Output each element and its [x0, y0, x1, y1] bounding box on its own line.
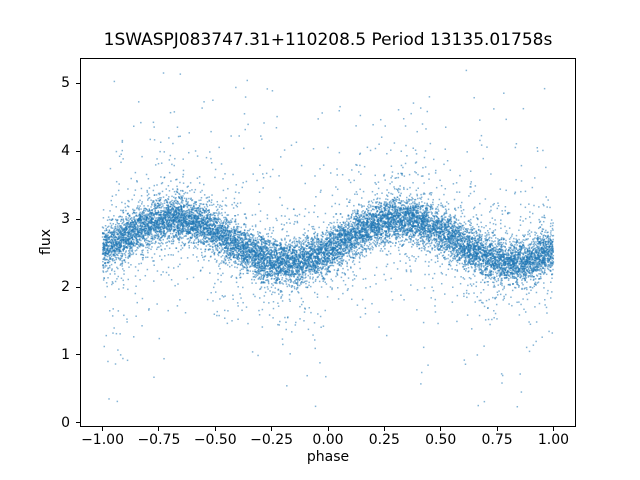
x-tick-label: −0.50: [193, 432, 237, 448]
x-tick: [440, 427, 442, 431]
x-tick: [327, 427, 329, 431]
y-tick-label: 2: [61, 279, 70, 295]
y-tick-label: 5: [61, 75, 70, 92]
x-tick-label: 0.00: [312, 432, 344, 448]
scatter-points: [81, 59, 575, 426]
x-axis-label: phase: [306, 449, 350, 465]
x-tick-label: −1.00: [81, 432, 124, 448]
x-tick-label: −0.75: [137, 432, 181, 448]
y-tick-label: 0: [61, 414, 70, 431]
chart-title: 1SWASPJ083747.31+110208.5 Period 13135.0…: [103, 30, 553, 50]
y-tick-label: 1: [61, 346, 70, 363]
x-tick: [102, 427, 104, 431]
y-tick: [76, 218, 80, 220]
y-axis-label: flux: [38, 229, 54, 255]
x-tick-label: 0.25: [368, 432, 400, 448]
x-tick: [383, 427, 385, 431]
x-tick: [158, 427, 160, 431]
x-tick-label: 1.00: [537, 432, 570, 448]
x-tick-label: 0.75: [481, 432, 513, 448]
y-tick: [76, 286, 80, 288]
x-tick: [552, 427, 554, 431]
y-tick: [76, 82, 80, 84]
y-tick: [76, 150, 80, 152]
x-tick: [271, 427, 273, 431]
y-tick: [76, 354, 80, 356]
x-tick-label: −0.25: [250, 432, 294, 448]
y-tick-label: 3: [61, 211, 70, 228]
x-tick-label: 0.50: [425, 432, 457, 448]
x-tick: [214, 427, 216, 431]
y-tick: [76, 422, 80, 424]
plot-area: [80, 58, 576, 427]
x-tick: [496, 427, 498, 431]
y-tick-label: 4: [61, 143, 70, 160]
